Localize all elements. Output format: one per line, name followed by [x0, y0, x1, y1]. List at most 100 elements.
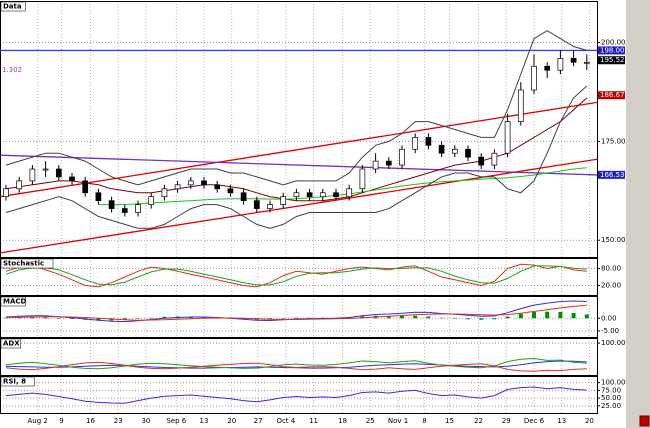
- panel-frame: [0, 296, 598, 338]
- price-label: 166.53: [600, 171, 625, 179]
- histogram-bar: [30, 317, 35, 319]
- price-label-box: [598, 46, 625, 55]
- series-line: [5, 386, 587, 404]
- candle-body: [346, 188, 353, 198]
- candle-body: [280, 196, 287, 205]
- x-tick-label: 20: [227, 417, 236, 425]
- histogram-bar: [43, 317, 48, 319]
- histogram-bar: [96, 318, 101, 321]
- histogram-bar: [545, 311, 550, 319]
- candle-body: [214, 184, 221, 190]
- panel-frame: [0, 338, 598, 376]
- histogram-bar: [70, 318, 74, 320]
- candle-body: [227, 188, 234, 194]
- y-tick-label: -5.00: [601, 327, 619, 335]
- candle-body: [135, 204, 141, 213]
- y-tick-label: 50.00: [601, 394, 621, 402]
- candle-body: [544, 65, 551, 71]
- x-tick-label: 13: [557, 417, 566, 425]
- candle-body: [201, 180, 207, 186]
- candle-body: [108, 200, 115, 209]
- histogram-bar: [584, 314, 589, 319]
- histogram-bar: [532, 311, 536, 319]
- panel-title-box: [0, 258, 54, 269]
- candle-body: [399, 148, 405, 166]
- x-tick-label: 15: [445, 417, 454, 425]
- x-tick-label: 18: [338, 417, 347, 425]
- trendline: [0, 154, 597, 176]
- histogram-bar: [4, 317, 8, 319]
- histogram-bar: [413, 315, 418, 319]
- candle-body: [161, 188, 168, 198]
- panel-plot: [0, 1, 597, 258]
- series-line: [5, 85, 588, 229]
- y-tick-label: 100.00: [601, 379, 626, 387]
- candle-body: [451, 148, 458, 154]
- histogram-bar: [466, 318, 470, 320]
- x-tick-label: 16: [86, 417, 95, 425]
- annotation: 1.302: [2, 66, 22, 74]
- series-line: [98, 167, 587, 206]
- price-label-box: [598, 91, 625, 100]
- candle-body: [253, 200, 260, 209]
- series-line: [5, 30, 587, 186]
- series-line: [5, 304, 587, 321]
- x-tick-label: Dec 6: [524, 417, 545, 425]
- x-tick-label: 23: [114, 417, 123, 425]
- series-line: [5, 357, 587, 370]
- x-tick-label: 9: [59, 417, 63, 425]
- candle-body: [267, 204, 273, 209]
- panel-title-box: [0, 338, 22, 349]
- x-tick-label: 11: [309, 417, 318, 425]
- panel-title-box: [0, 376, 35, 387]
- side-strip: [626, 0, 650, 428]
- candle-body: [583, 61, 590, 64]
- histogram-bar: [202, 317, 206, 319]
- candle-body: [491, 152, 498, 166]
- candle-body: [148, 196, 155, 205]
- candle-body: [478, 156, 485, 166]
- histogram-bar: [149, 317, 154, 319]
- histogram-bar: [360, 316, 365, 319]
- x-tick-label: 30: [141, 417, 150, 425]
- histogram-bar: [56, 318, 61, 319]
- candle-body: [82, 180, 89, 194]
- series-line: [5, 97, 588, 202]
- y-tick-label: 20.00: [601, 282, 621, 290]
- y-tick-label: 75.00: [601, 386, 621, 394]
- y-tick-label: 80.00: [601, 265, 621, 273]
- candle-body: [29, 168, 36, 182]
- y-tick-label: 175.00: [601, 137, 626, 145]
- price-label: 195.52: [600, 56, 625, 64]
- x-tick-label: 8: [422, 417, 426, 425]
- y-tick-label: 25.00: [601, 402, 621, 410]
- candle-body: [570, 57, 577, 63]
- candle-body: [385, 160, 392, 166]
- histogram-bar: [162, 316, 167, 319]
- candle-body: [319, 192, 326, 198]
- x-tick-label: Nov 1: [388, 417, 408, 425]
- y-tick-label: 200.00: [601, 39, 626, 47]
- histogram-bar: [294, 317, 299, 319]
- panel-title: MACD: [3, 298, 27, 306]
- histogram-bar: [479, 318, 484, 320]
- histogram-bar: [400, 315, 404, 319]
- candle-body: [174, 184, 181, 190]
- y-tick-label: 0.00: [601, 314, 617, 322]
- price-label: 186.67: [600, 91, 625, 99]
- candle-body: [333, 192, 339, 198]
- histogram-bar: [426, 316, 431, 319]
- candle-body: [69, 176, 75, 182]
- histogram-bar: [122, 318, 127, 321]
- y-tick-label: 150.00: [601, 236, 626, 244]
- price-label-box: [598, 56, 625, 65]
- series-line: [5, 265, 587, 286]
- corner-button[interactable]: [639, 415, 650, 427]
- x-tick-label: 20: [585, 417, 594, 425]
- candle-body: [517, 89, 524, 122]
- candle-body: [95, 192, 102, 202]
- panel-title: RSI, 8: [3, 378, 26, 386]
- candle-body: [425, 137, 432, 146]
